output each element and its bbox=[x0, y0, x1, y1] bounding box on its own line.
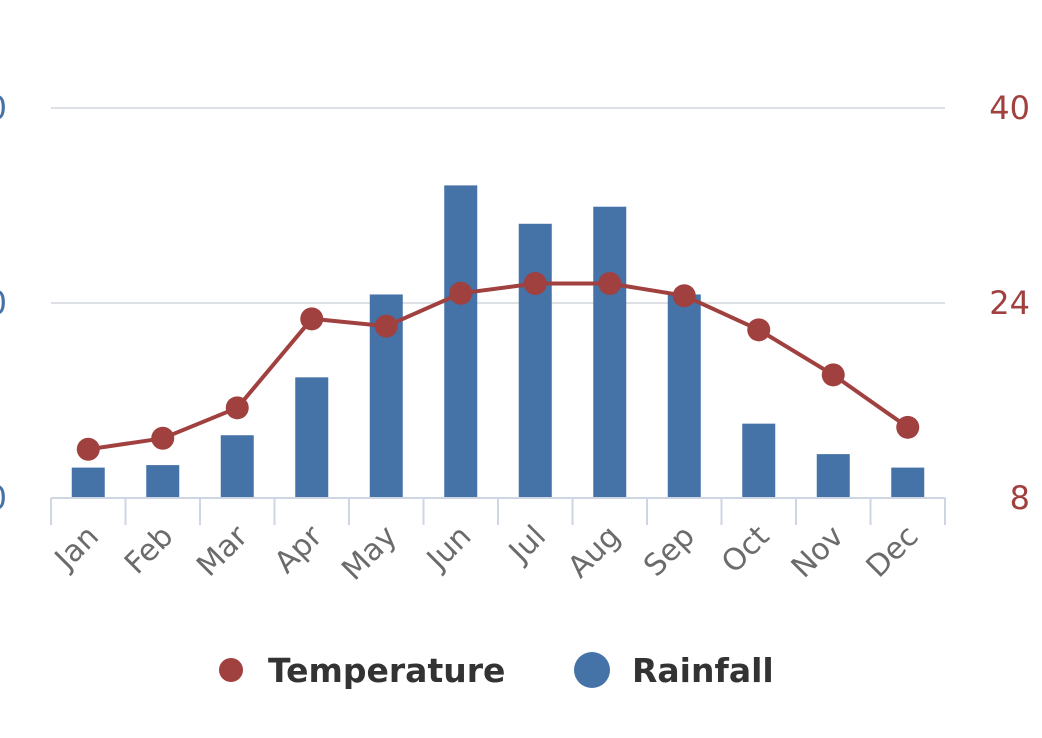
y-right-tick-label: 24 bbox=[989, 284, 1030, 322]
rainfall-bar-feb bbox=[146, 465, 180, 498]
x-tick-label-jun: Jun bbox=[419, 519, 478, 578]
x-tick-label-nov: Nov bbox=[785, 519, 851, 585]
legend-rainfall-symbol bbox=[574, 652, 610, 688]
y-left-tick-label: 0 bbox=[0, 479, 7, 517]
grid-lines bbox=[51, 107, 945, 304]
x-tick-label-sep: Sep bbox=[637, 519, 702, 584]
x-axis: Jan Feb Mar Apr May Jun Jul Aug Sep Oct Nov Dec bbox=[47, 497, 946, 588]
temperature-marker-feb bbox=[151, 426, 175, 450]
rainfall-bar-apr bbox=[295, 377, 329, 498]
x-tick-label-aug: Aug bbox=[561, 519, 627, 585]
temperature-marker-jan bbox=[76, 437, 100, 461]
temperature-series bbox=[76, 272, 920, 461]
y-right-tick-label: 40 bbox=[989, 89, 1030, 127]
temperature-marker-may bbox=[374, 314, 398, 338]
temperature-marker-jun bbox=[449, 281, 473, 305]
temperature-marker-jul bbox=[523, 272, 547, 295]
rainfall-bar-sep bbox=[667, 294, 701, 498]
x-tick-label-dec: Dec bbox=[860, 519, 926, 585]
x-tick-label-apr: Apr bbox=[268, 518, 330, 580]
temperature-marker-mar bbox=[225, 396, 249, 420]
temperature-line bbox=[86, 281, 910, 452]
y-right-tick-label: 8 bbox=[1010, 479, 1030, 517]
y-left-tick-label: 640 bbox=[0, 89, 7, 127]
y-axis-left: 0 320 640 bbox=[0, 89, 7, 517]
temperature-marker-oct bbox=[747, 318, 771, 342]
legend-temperature-label: Temperature bbox=[268, 651, 505, 690]
x-tick-label-jan: Jan bbox=[47, 519, 106, 578]
y-axis-right: 8 24 40 bbox=[989, 89, 1030, 517]
rainfall-bar-jul bbox=[518, 223, 552, 498]
temperature-marker-sep bbox=[672, 284, 696, 308]
temperature-marker-nov bbox=[821, 363, 845, 387]
temperature-marker-aug bbox=[598, 272, 622, 295]
rainfall-bars bbox=[71, 185, 925, 498]
legend-rainfall-label: Rainfall bbox=[632, 651, 774, 690]
rainfall-bar-mar bbox=[220, 435, 254, 498]
rainfall-bar-oct bbox=[742, 423, 776, 498]
x-tick-label-mar: Mar bbox=[190, 518, 255, 583]
x-tick-label-jul: Jul bbox=[501, 519, 553, 571]
temperature-marker-dec bbox=[896, 415, 920, 439]
temperature-marker-apr bbox=[300, 307, 324, 331]
rainfall-bar-jun bbox=[444, 185, 478, 498]
x-tick-label-oct: Oct bbox=[715, 519, 777, 581]
rainfall-bar-aug bbox=[593, 206, 627, 498]
rainfall-bar-jan bbox=[71, 467, 105, 498]
legend-temperature-symbol bbox=[219, 658, 243, 682]
rainfall-bar-dec bbox=[891, 467, 925, 498]
x-tick-label-may: May bbox=[335, 519, 404, 588]
y-left-tick-label: 320 bbox=[0, 284, 7, 322]
rainfall-bar-nov bbox=[816, 454, 850, 498]
legend: Temperature Rainfall bbox=[219, 651, 774, 690]
x-tick-label-feb: Feb bbox=[118, 519, 180, 581]
